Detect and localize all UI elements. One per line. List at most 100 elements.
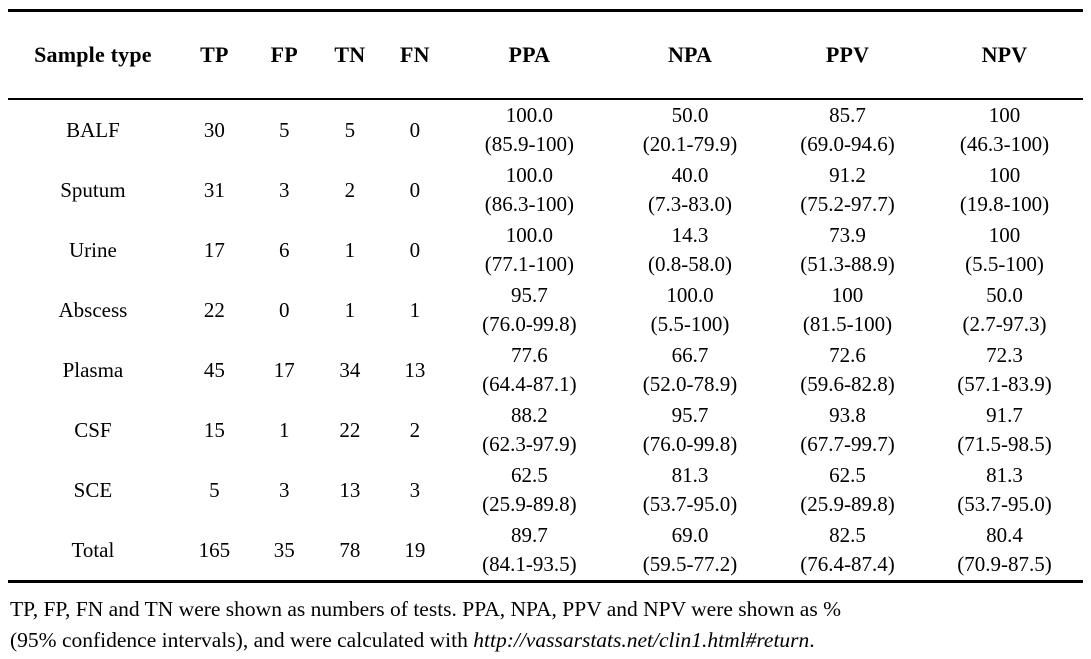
sample-type-cell: CSF <box>74 417 112 442</box>
fn-cell: 0 <box>409 177 421 202</box>
npv-cell: 81.3 (53.7-95.0) <box>926 460 1083 520</box>
ppa-cell: 62.5 (25.9-89.8) <box>448 460 611 520</box>
table-row: Urine 17 6 1 0 100.0 (77.1-100) 14.3 (0.… <box>8 220 1083 280</box>
npa-value: 69.0 <box>671 523 709 548</box>
npa-value: 100.0 <box>666 283 714 308</box>
tn-cell: 2 <box>344 177 356 202</box>
ppv-confidence-interval: (59.6-82.8) <box>800 372 895 396</box>
sample-type-cell: Urine <box>69 237 117 262</box>
ppa-confidence-interval: (77.1-100) <box>484 252 574 276</box>
fp-cell: 17 <box>273 357 295 382</box>
vassarstats-url-link[interactable]: http://vassarstats.net/clin1.html#return <box>473 627 810 652</box>
npv-cell: 91.7 (71.5-98.5) <box>926 400 1083 460</box>
table-row: BALF 30 5 5 0 100.0 (85.9-100) 50.0 (20.… <box>8 99 1083 160</box>
npv-cell: 72.3 (57.1-83.9) <box>926 340 1083 400</box>
ppv-cell: 73.9 (51.3-88.9) <box>769 220 926 280</box>
ppv-value: 72.6 <box>829 343 866 368</box>
footnote-line2-text: (95% confidence intervals), and were cal… <box>10 627 474 652</box>
ppa-confidence-interval: (84.1-93.5) <box>482 552 577 576</box>
fp-cell: 3 <box>279 477 290 502</box>
tp-cell: 5 <box>209 477 220 502</box>
npa-value: 40.0 <box>671 163 709 188</box>
ppa-value: 62.5 <box>510 463 548 488</box>
tp-cell: 31 <box>203 177 225 202</box>
fn-cell: 2 <box>409 417 421 442</box>
fn-cell: 13 <box>404 357 426 382</box>
fn-cell: 19 <box>382 520 448 583</box>
ppv-cell: 93.8 (67.7-99.7) <box>769 400 926 460</box>
ppa-confidence-interval: (76.0-99.8) <box>482 312 577 336</box>
npv-confidence-interval: (57.1-83.9) <box>957 372 1052 396</box>
col-header-ppa: PPA <box>447 10 612 100</box>
fp-cell: 1 <box>279 417 290 442</box>
ppv-confidence-interval: (69.0-94.6) <box>800 132 895 156</box>
npv-value: 100 <box>988 223 1021 248</box>
npa-cell: 66.7 (52.0-78.9) <box>611 340 769 400</box>
npv-confidence-interval: (46.3-100) <box>959 132 1050 156</box>
sample-type-cell: BALF <box>66 117 120 142</box>
npv-value: 80.4 <box>986 523 1023 548</box>
npv-confidence-interval: (70.9-87.5) <box>957 552 1052 576</box>
header-row: Sample type TP FP TN FN PPA NPA PPV NPV <box>8 10 1083 100</box>
npa-confidence-interval: (7.3-83.0) <box>648 192 733 216</box>
table-row: Sputum 31 3 2 0 100.0 (86.3-100) 40.0 (7… <box>8 160 1083 220</box>
npv-confidence-interval: (5.5-100) <box>965 252 1044 276</box>
npa-value: 14.3 <box>671 223 709 248</box>
table-body: BALF 30 5 5 0 100.0 (85.9-100) 50.0 (20.… <box>8 99 1083 583</box>
ppa-confidence-interval: (62.3-97.9) <box>482 432 577 456</box>
npa-value: 50.0 <box>671 103 709 128</box>
tp-cell: 45 <box>203 357 225 382</box>
ppv-confidence-interval: (51.3-88.9) <box>800 252 895 276</box>
fp-cell: 6 <box>279 237 290 262</box>
npa-confidence-interval: (76.0-99.8) <box>642 432 738 456</box>
npv-value: 100 <box>988 103 1021 128</box>
col-header-tp: TP <box>177 10 251 100</box>
ppv-value: 100 <box>831 283 864 308</box>
ppa-cell: 89.7 (84.1-93.5) <box>447 520 612 583</box>
npv-confidence-interval: (53.7-95.0) <box>957 492 1052 516</box>
ppa-cell: 77.6 (64.4-87.1) <box>448 340 611 400</box>
npa-cell: 69.0 (59.5-77.2) <box>611 520 770 583</box>
tn-cell: 13 <box>339 477 361 502</box>
col-header-fp: FP <box>250 10 318 100</box>
npv-cell: 100 (46.3-100) <box>926 99 1083 160</box>
ppv-confidence-interval: (67.7-99.7) <box>800 432 895 456</box>
ppv-cell: 91.2 (75.2-97.7) <box>769 160 926 220</box>
tn-cell: 5 <box>344 117 356 142</box>
ppa-confidence-interval: (64.4-87.1) <box>482 372 577 396</box>
npa-cell: 50.0 (20.1-79.9) <box>611 99 769 160</box>
ppa-cell: 88.2 (62.3-97.9) <box>448 400 611 460</box>
npa-value: 95.7 <box>671 403 709 428</box>
ppv-cell: 72.6 (59.6-82.8) <box>769 340 926 400</box>
npa-cell: 81.3 (53.7-95.0) <box>611 460 769 520</box>
fn-cell: 0 <box>409 237 421 262</box>
ppv-confidence-interval: (81.5-100) <box>802 312 893 336</box>
tn-cell: 34 <box>339 357 361 382</box>
npv-cell: 50.0 (2.7-97.3) <box>926 280 1083 340</box>
npv-cell: 80.4 (70.9-87.5) <box>925 520 1083 583</box>
fn-cell: 3 <box>409 477 421 502</box>
ppa-confidence-interval: (25.9-89.8) <box>482 492 577 516</box>
ppv-cell: 62.5 (25.9-89.8) <box>769 460 926 520</box>
ppa-cell: 100.0 (86.3-100) <box>448 160 611 220</box>
npa-value: 81.3 <box>671 463 709 488</box>
npa-value: 66.7 <box>671 343 709 368</box>
footnote-line1: TP, FP, FN and TN were shown as numbers … <box>10 597 841 621</box>
ppa-value: 100.0 <box>505 223 553 248</box>
npa-confidence-interval: (52.0-78.9) <box>642 372 738 396</box>
ppa-cell: 95.7 (76.0-99.8) <box>448 280 611 340</box>
ppa-value: 77.6 <box>510 343 548 368</box>
npv-cell: 100 (5.5-100) <box>926 220 1083 280</box>
ppv-value: 73.9 <box>829 223 866 248</box>
sample-type-cell: SCE <box>73 477 113 502</box>
npv-confidence-interval: (19.8-100) <box>959 192 1050 216</box>
table-row: Total 165 35 78 19 89.7 (84.1-93.5) 69.0… <box>8 520 1083 583</box>
npv-value: 72.3 <box>986 343 1023 368</box>
ppv-value: 85.7 <box>829 103 866 128</box>
npa-confidence-interval: (20.1-79.9) <box>642 132 738 156</box>
table-row: Plasma 45 17 34 13 77.6 (64.4-87.1) 66.7… <box>8 340 1083 400</box>
ppv-cell: 85.7 (69.0-94.6) <box>769 99 926 160</box>
tp-cell: 17 <box>203 237 225 262</box>
tp-cell: 22 <box>203 297 225 322</box>
ppv-value: 93.8 <box>829 403 866 428</box>
